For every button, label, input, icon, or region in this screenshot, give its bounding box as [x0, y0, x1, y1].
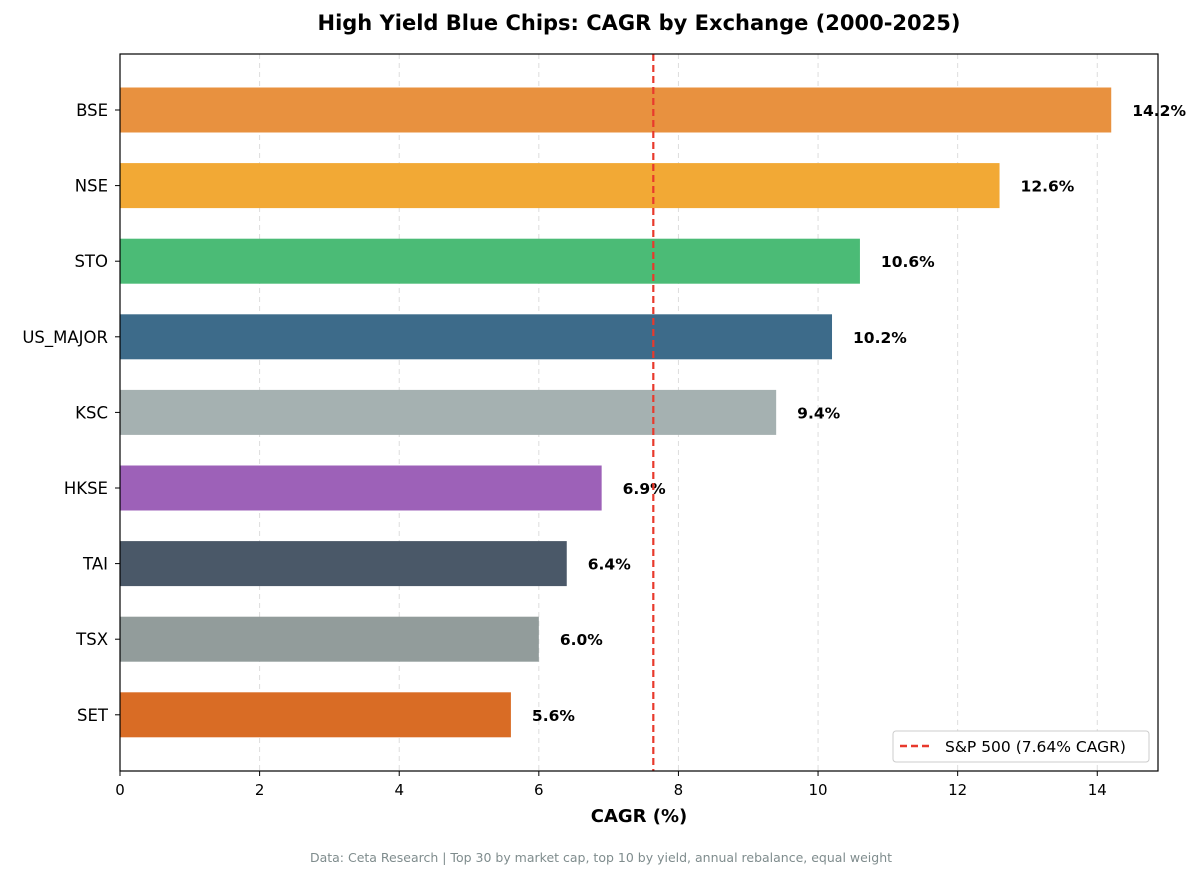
bar-sto [120, 238, 860, 284]
y-tick-label: SET [77, 706, 109, 725]
bar-ksc [120, 389, 777, 435]
bar-tai [120, 541, 567, 587]
y-tick-label: KSC [75, 403, 108, 422]
y-axis-ticks: BSE NSE STO US_MAJOR KSC HKSE TAI TSX SET [22, 101, 120, 725]
y-tick-label: BSE [76, 101, 108, 120]
bar-nse [120, 163, 1000, 209]
data-label: 6.9% [623, 480, 666, 498]
y-tick-label: US_MAJOR [22, 328, 108, 348]
bar-hkse [120, 465, 602, 511]
legend: S&P 500 (7.64% CAGR) [892, 730, 1150, 763]
data-label: 10.6% [881, 253, 935, 271]
x-tick-label: 4 [394, 781, 404, 799]
data-label: 5.6% [532, 707, 575, 725]
data-label: 10.2% [853, 329, 907, 347]
bar-us_major [120, 314, 833, 360]
x-axis-label: CAGR (%) [591, 806, 688, 827]
y-tick-label: TAI [82, 555, 108, 574]
x-tick-label: 12 [948, 781, 967, 799]
bar-tsx [120, 616, 539, 662]
x-tick-label: 14 [1088, 781, 1107, 799]
chart-title: High Yield Blue Chips: CAGR by Exchange … [318, 11, 961, 35]
x-tick-label: 8 [674, 781, 684, 799]
bars: 14.2% 12.6% 10.6% 10.2% 9.4% 6.9% 6.4% 6.0% 5.6% [120, 87, 1186, 738]
legend-label: S&P 500 (7.64% CAGR) [945, 738, 1126, 756]
y-tick-label: TSX [75, 630, 108, 649]
x-tick-label: 2 [255, 781, 265, 799]
y-tick-label: STO [74, 252, 108, 271]
data-label: 12.6% [1021, 178, 1075, 196]
x-axis-ticks: 0 2 4 6 8 10 12 14 [115, 771, 1107, 799]
footer-note: Data: Ceta Research | Top 30 by market c… [310, 850, 892, 865]
x-tick-label: 6 [534, 781, 544, 799]
legend-box [892, 730, 1150, 763]
data-label: 9.4% [797, 404, 840, 422]
data-label: 6.0% [560, 631, 603, 649]
y-tick-label: NSE [75, 177, 108, 196]
y-tick-label: HKSE [64, 479, 108, 498]
data-label: 6.4% [588, 556, 631, 574]
data-label: 14.2% [1132, 102, 1186, 120]
bar-bse [120, 87, 1112, 133]
x-tick-label: 0 [115, 781, 125, 799]
bar-set [120, 692, 511, 738]
x-tick-label: 10 [809, 781, 828, 799]
